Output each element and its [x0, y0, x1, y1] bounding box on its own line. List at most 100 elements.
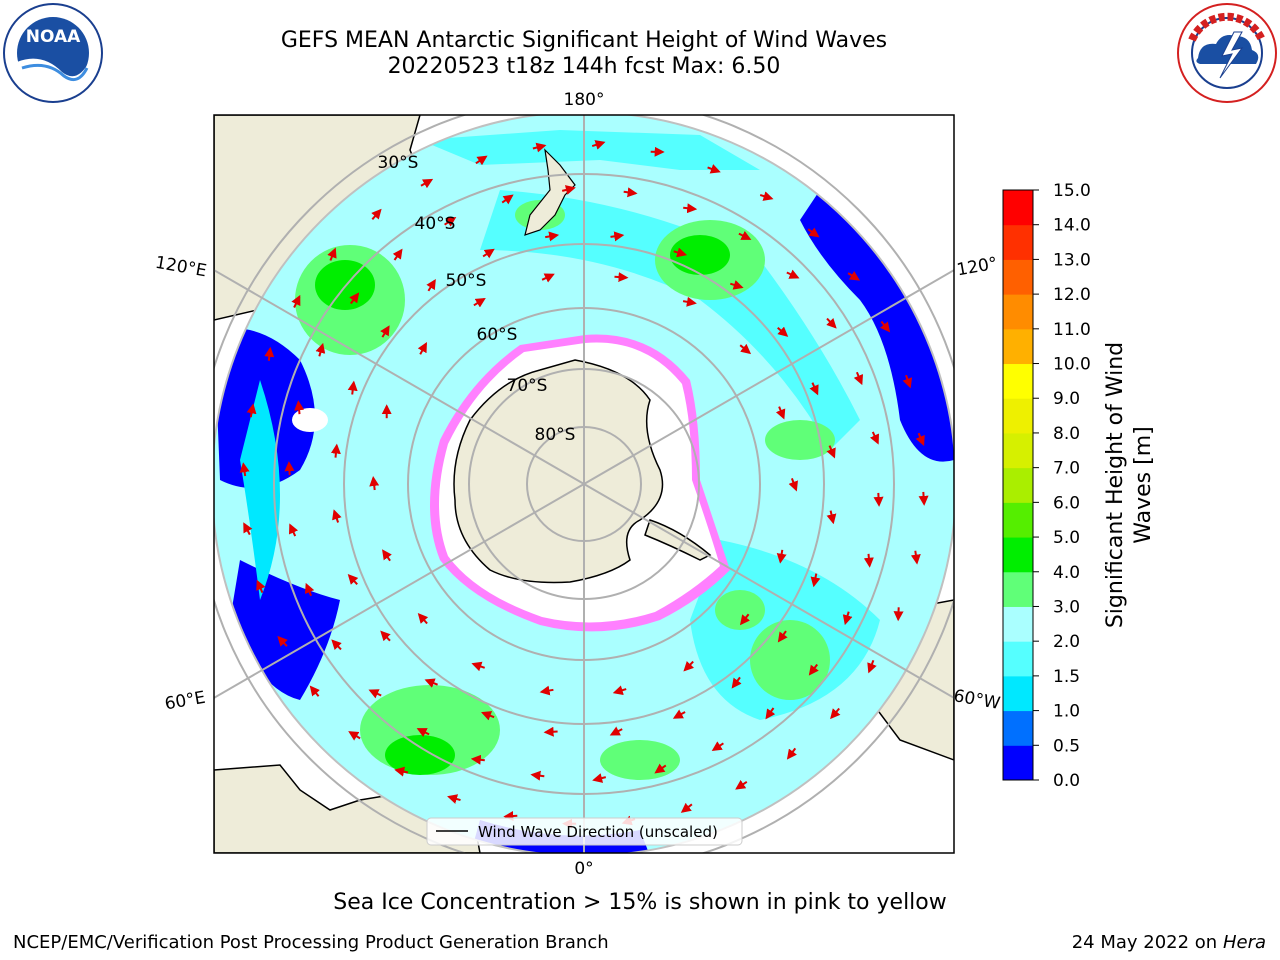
wave-direction-arrow — [739, 343, 752, 355]
wave-direction-arrow — [654, 763, 667, 774]
footer-date: 24 May 2022 on Hera — [1072, 932, 1266, 953]
wave-direction-arrow — [532, 142, 547, 153]
wave-direction-arrow — [530, 770, 545, 781]
colorbar-bin — [1003, 641, 1033, 677]
wave-direction-arrow — [873, 492, 884, 507]
wave-direction-arrow — [788, 478, 798, 492]
lon-label-120w: 120° — [955, 254, 999, 281]
colorbar-tick-label: 13.0 — [1053, 250, 1091, 270]
wave-direction-arrow — [830, 707, 841, 720]
wave-direction-arrow — [672, 709, 686, 719]
colorbar-tick-label: 9.0 — [1053, 389, 1080, 409]
colorbar-bin — [1003, 432, 1033, 469]
wave-direction-arrow — [545, 231, 560, 242]
map-area — [214, 115, 954, 853]
noaa-logo-text: NOAA — [26, 27, 81, 47]
wave-direction-arrow — [256, 579, 266, 593]
colorbar-bin — [1003, 467, 1033, 503]
wave-direction-arrow — [680, 802, 693, 813]
lat-label-30s: 30°S — [378, 153, 419, 173]
lon-label-180: 180° — [564, 90, 605, 110]
wave-direction-arrow — [309, 685, 320, 697]
wave-direction-arrow — [330, 443, 341, 458]
wave-direction-arrow — [612, 685, 627, 696]
wave-direction-arrow — [826, 445, 836, 459]
wave-direction-arrow — [417, 613, 429, 625]
wave-direction-arrow — [444, 216, 457, 227]
colorbar-bin — [1003, 363, 1033, 399]
wave-direction-arrow — [371, 208, 382, 220]
wave-direction-arrow — [869, 431, 880, 445]
wave-direction-arrow — [591, 140, 606, 150]
colorbar-bin — [1003, 224, 1033, 260]
new-zealand — [524, 148, 576, 236]
wave-direction-arrow — [902, 374, 913, 389]
colorbar-bin — [1003, 606, 1033, 642]
wave-direction-arrow — [880, 320, 891, 333]
wave-direction-arrow — [424, 678, 438, 688]
lon-label-0: 0° — [574, 859, 593, 879]
colorbar-tick-label: 1.0 — [1053, 702, 1080, 722]
noaa-logo-icon: NOAA — [3, 3, 103, 103]
colorbar: 0.0 0.5 1.0 1.5 2.0 3.0 4.0 5.0 6.0 7.0 8.0 9.0 10.0… — [1002, 181, 1091, 791]
wave-direction-arrow — [331, 639, 342, 651]
wave-direction-arrow — [707, 164, 721, 174]
colorbar-bin — [1003, 502, 1033, 538]
wave-direction-arrow — [731, 676, 742, 689]
wave-direction-arrow — [807, 227, 820, 238]
wave-direction-arrow — [863, 553, 874, 568]
wave-direction-arrow — [915, 432, 925, 447]
map-frame — [213, 114, 955, 854]
wave-direction-arrow — [471, 661, 486, 672]
colorbar-tick-label: 0.5 — [1053, 736, 1080, 756]
wave-direction-arrow — [482, 248, 495, 259]
wave-direction-arrow — [543, 726, 558, 737]
wave-direction-arrow — [735, 779, 748, 790]
graticule — [214, 115, 954, 853]
wave-direction-arrow — [475, 155, 488, 166]
wave-direction-arrow — [738, 230, 752, 240]
wave-direction-arrow — [711, 741, 724, 752]
wave-direction-arrow — [776, 549, 787, 564]
wave-direction-arrow — [243, 522, 253, 536]
wave-direction-arrow — [777, 630, 788, 643]
wave-direction-arrow — [347, 380, 358, 395]
wave-direction-arrow — [893, 607, 904, 622]
wave-direction-arrow — [332, 509, 342, 523]
wind-wave-arrows — [239, 140, 929, 829]
wave-direction-arrow — [682, 296, 697, 307]
wave-direction-arrow — [447, 794, 461, 804]
lat-label-50s: 50°S — [446, 271, 487, 291]
wave-direction-arrow — [380, 630, 391, 642]
colorbar-bin — [1003, 745, 1033, 781]
wave-direction-arrow — [349, 292, 360, 305]
wave-direction-arrow — [683, 660, 694, 672]
map-legend: Wind Wave Direction (unscaled) — [426, 817, 743, 846]
wave-direction-arrow — [416, 728, 430, 738]
colorbar-tick-label: 8.0 — [1053, 424, 1080, 444]
wave-direction-arrow — [473, 297, 486, 308]
lat-label-40s: 40°S — [415, 214, 456, 234]
wave-direction-arrow — [614, 272, 629, 283]
wave-direction-arrow — [501, 194, 514, 205]
wave-direction-arrow — [910, 550, 921, 565]
wave-direction-arrow — [810, 573, 821, 588]
wave-direction-arrow — [503, 811, 518, 822]
wave-direction-arrow — [765, 707, 776, 720]
legend-label: Wind Wave Direction (unscaled) — [478, 823, 718, 841]
wave-direction-arrow — [347, 574, 359, 585]
wave-direction-arrow — [284, 461, 295, 476]
wave-direction-arrow — [382, 549, 392, 562]
wave-direction-arrow — [417, 342, 427, 355]
wave-direction-arrow — [786, 269, 800, 279]
colorbar-tick-label: 3.0 — [1053, 597, 1080, 617]
wave-direction-arrow — [775, 406, 786, 420]
wave-direction-arrow — [867, 659, 877, 674]
wave-direction-arrow — [610, 231, 625, 242]
wave-direction-arrow — [304, 582, 315, 597]
wave-direction-arrow — [673, 247, 688, 258]
wave-direction-arrow — [380, 325, 390, 338]
wave-direction-arrow — [539, 685, 554, 696]
colorbar-bin — [1003, 537, 1033, 573]
wave-direction-arrow — [288, 523, 299, 537]
